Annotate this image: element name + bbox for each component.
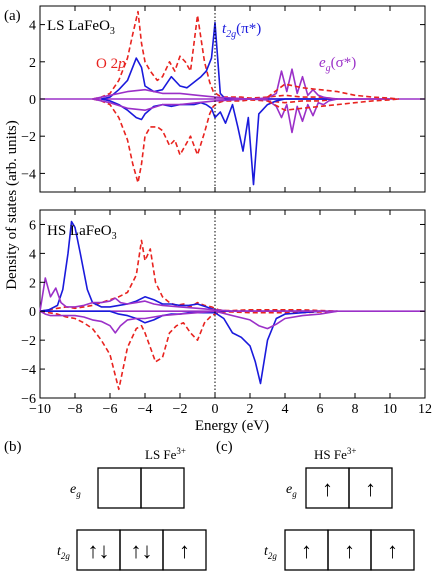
hs-x-ticks: −10 −8 −6 −4 −2 0 2 4 6 8 10 12 bbox=[29, 210, 432, 417]
ls-t2g-label: t2g bbox=[57, 544, 70, 561]
xtick-label: −8 bbox=[68, 402, 83, 417]
eg-annotation: eg(σ*) bbox=[319, 55, 356, 74]
hs-eg-down-line bbox=[39, 310, 338, 334]
hs-eg-electron-arrows: ↑ bbox=[322, 476, 333, 501]
ls-ytick-label: 4 bbox=[29, 19, 36, 34]
xtick-label: −10 bbox=[29, 402, 51, 417]
panel-a-label: (a) bbox=[4, 8, 21, 24]
ls-eg-orbital-box bbox=[140, 467, 185, 509]
hs-t2g-electron-arrows: ↑ bbox=[344, 538, 355, 563]
ls-dos-panel: −4 −2 0 2 4 LS LaFeO3 O 2p t2g(π*) eg(σ*) bbox=[21, 5, 426, 193]
xtick-label: 4 bbox=[282, 402, 289, 417]
xtick-label: 0 bbox=[212, 402, 219, 417]
hs-ytick-label: −2 bbox=[21, 334, 36, 349]
hs-t2g-orbital-box bbox=[370, 529, 415, 571]
ls-series-group bbox=[40, 10, 425, 186]
hs-t2g-boxes: ↑ ↑ ↑ bbox=[284, 529, 415, 571]
xtick-label: 12 bbox=[418, 402, 432, 417]
ls-fe-title: LS Fe3+ bbox=[145, 446, 186, 462]
xtick-label: −6 bbox=[103, 402, 118, 417]
hs-o2p-down-line bbox=[39, 310, 338, 391]
ls-ytick-label: −4 bbox=[21, 167, 36, 182]
ls-eg-up-line bbox=[92, 68, 390, 100]
hs-ytick-label: 2 bbox=[29, 276, 36, 291]
ls-t2g-electron-arrows: ↑ bbox=[179, 538, 190, 563]
ls-t2g-orbital-box bbox=[162, 529, 207, 571]
t2g-annotation: t2g(π*) bbox=[222, 21, 261, 40]
hs-eg-electron-arrows: ↑ bbox=[365, 476, 376, 501]
ls-t2g-electron-arrows: ↑↓ bbox=[88, 538, 110, 563]
ls-fe-diagram: LS Fe3+ eg t2g ↑↓ ↑↓ ↑ bbox=[57, 446, 207, 571]
ls-eg-boxes bbox=[97, 467, 185, 509]
hs-o2p-up-line bbox=[39, 239, 338, 312]
hs-fe-title: HS Fe3+ bbox=[314, 446, 356, 462]
hs-ytick-label: −6 bbox=[21, 392, 36, 407]
hs-panel-title: HS LaFeO3 bbox=[47, 223, 117, 242]
ls-ytick-label: −2 bbox=[21, 130, 36, 145]
xtick-label: 6 bbox=[317, 402, 324, 417]
ls-eg-label: eg bbox=[70, 482, 81, 499]
ls-eg-orbital-box bbox=[97, 467, 142, 509]
hs-eg-up-line bbox=[39, 277, 338, 312]
hs-t2g-electron-arrows: ↑ bbox=[387, 538, 398, 563]
xtick-label: 8 bbox=[352, 402, 359, 417]
hs-eg-boxes: ↑ ↑ bbox=[305, 467, 393, 509]
ls-ytick-label: 0 bbox=[29, 93, 36, 108]
hs-t2g-electron-arrows: ↑ bbox=[301, 538, 312, 563]
o2p-annotation: O 2p bbox=[96, 56, 126, 72]
hs-y-ticks: −6 −4 −2 0 2 4 6 bbox=[21, 218, 425, 407]
hs-plot-frame bbox=[39, 209, 426, 399]
ls-t2g-electron-arrows: ↑↓ bbox=[131, 538, 153, 563]
ls-x-ticks bbox=[39, 6, 426, 192]
hs-eg-label: eg bbox=[286, 482, 297, 499]
ls-ytick-label: 2 bbox=[29, 56, 36, 71]
ls-t2g-up-line bbox=[101, 21, 338, 100]
panel-b-label: (b) bbox=[4, 439, 22, 455]
y-axis-label: Density of states (arb. units) bbox=[4, 120, 20, 290]
ls-o2p-up-line bbox=[92, 10, 338, 100]
xtick-label: 10 bbox=[383, 402, 397, 417]
hs-ytick-label: 6 bbox=[29, 218, 36, 233]
hs-ytick-label: 4 bbox=[29, 247, 36, 262]
ls-total-up-line bbox=[267, 83, 399, 100]
ls-t2g-boxes: ↑↓ ↑↓ ↑ bbox=[76, 529, 207, 571]
hs-fe-diagram: HS Fe3+ eg ↑ ↑ t2g ↑ ↑ ↑ bbox=[264, 446, 415, 571]
ls-total-down-line bbox=[267, 98, 399, 111]
hs-series-group bbox=[39, 220, 425, 391]
hs-ytick-label: 0 bbox=[29, 305, 36, 320]
hs-dos-panel: −6 −4 −2 0 2 4 6 −10 −8 −6 −4 −2 0 2 4 6 8 10 12 HS LaFeO… bbox=[21, 209, 432, 434]
hs-t2g-label: t2g bbox=[264, 544, 277, 561]
hs-eg-orbital-box bbox=[348, 467, 393, 509]
panel-c-label: (c) bbox=[216, 439, 233, 455]
ls-y-ticks: −4 −2 0 2 4 bbox=[21, 19, 425, 182]
hs-ytick-label: −4 bbox=[21, 363, 36, 378]
xtick-label: −4 bbox=[138, 402, 153, 417]
x-axis-label: Energy (eV) bbox=[195, 418, 269, 434]
ls-panel-title: LS LaFeO3 bbox=[47, 18, 115, 37]
xtick-label: −2 bbox=[173, 402, 188, 417]
ls-t2g-down-line bbox=[101, 98, 338, 186]
ls-eg-down-line bbox=[92, 98, 390, 134]
xtick-label: 2 bbox=[247, 402, 254, 417]
